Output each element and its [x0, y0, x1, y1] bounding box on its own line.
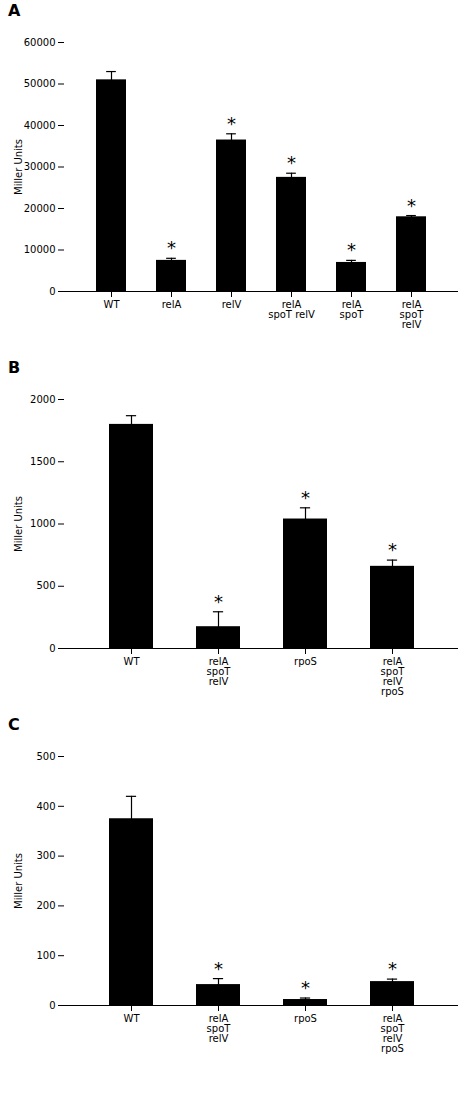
svg-text:*: *: [301, 487, 310, 508]
svg-text:*: *: [227, 113, 236, 134]
svg-text:0: 0: [49, 643, 55, 654]
svg-text:50000: 50000: [24, 78, 56, 89]
svg-text:*: *: [347, 239, 356, 260]
svg-text:500: 500: [36, 580, 55, 591]
svg-text:Miller Units: Miller Units: [13, 853, 24, 909]
svg-text:*: *: [287, 152, 296, 173]
svg-text:*: *: [388, 539, 397, 560]
svg-text:*: *: [214, 958, 223, 979]
svg-text:*: *: [388, 958, 397, 979]
svg-text:10000: 10000: [24, 244, 56, 255]
svg-text:Miller Units: Miller Units: [13, 496, 24, 552]
svg-text:relAspoT: relAspoT: [340, 299, 365, 320]
svg-text:*: *: [167, 237, 176, 258]
svg-text:0: 0: [49, 1000, 55, 1011]
svg-text:30000: 30000: [24, 161, 56, 172]
svg-text:relAspoTrelVrpoS: relAspoTrelVrpoS: [381, 1013, 406, 1054]
html-text:A: A: [8, 1, 21, 20]
html-text:B: B: [8, 358, 21, 377]
svg-text:WT: WT: [124, 1013, 141, 1024]
svg-text:rpoS: rpoS: [294, 656, 317, 667]
svg-text:1000: 1000: [30, 518, 55, 529]
svg-text:400: 400: [36, 801, 55, 812]
svg-text:2000: 2000: [30, 394, 55, 405]
svg-text:*: *: [407, 195, 416, 216]
svg-text:WT: WT: [104, 299, 121, 310]
svg-text:Miller Units: Miller Units: [13, 139, 24, 195]
svg-text:relAspoTrelV: relAspoTrelV: [207, 656, 232, 687]
svg-text:relAspoT relV: relAspoT relV: [268, 299, 315, 320]
svg-text:relA: relA: [162, 299, 182, 310]
svg-text:1500: 1500: [30, 456, 55, 467]
svg-text:*: *: [214, 591, 223, 612]
svg-text:relAspoTrelV: relAspoTrelV: [207, 1013, 232, 1044]
svg-text:relAspoTrelV: relAspoTrelV: [400, 299, 425, 330]
svg-text:relAspoTrelVrpoS: relAspoTrelVrpoS: [381, 656, 406, 697]
svg-text:rpoS: rpoS: [294, 1013, 317, 1024]
svg-text:300: 300: [36, 850, 55, 861]
svg-text:100: 100: [36, 950, 55, 961]
html-text:C: C: [8, 715, 20, 734]
svg-text:WT: WT: [124, 656, 141, 667]
svg-text:60000: 60000: [24, 37, 56, 48]
svg-text:*: *: [301, 977, 310, 998]
svg-text:0: 0: [49, 286, 55, 297]
svg-text:20000: 20000: [24, 203, 56, 214]
svg-text:40000: 40000: [24, 120, 56, 131]
svg-text:200: 200: [36, 900, 55, 911]
svg-text:relV: relV: [222, 299, 242, 310]
svg-text:500: 500: [36, 751, 55, 762]
